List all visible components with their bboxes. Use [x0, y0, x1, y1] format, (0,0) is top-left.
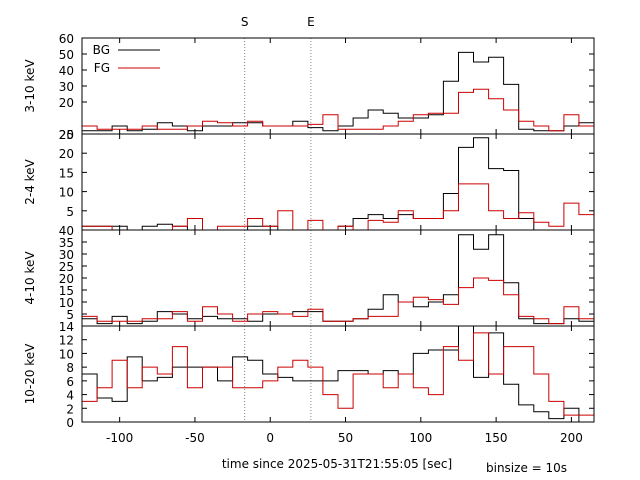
x-tick-label: 0	[266, 431, 274, 445]
x-axis: -100 -50 0 50 100 150 200	[106, 431, 583, 445]
y-tick-label: 50	[59, 48, 74, 62]
y-tick-label: 12	[59, 334, 74, 348]
series-fg	[82, 332, 594, 416]
x-tick-label: 50	[338, 431, 353, 445]
y-tick-label: 14	[59, 320, 74, 334]
y-tick-label: 20	[59, 272, 74, 286]
y-tick-label: 8	[66, 361, 74, 375]
y-tick-label: 35	[59, 236, 74, 250]
y-tick-label: 4	[66, 389, 74, 403]
x-tick-label: -100	[106, 431, 133, 445]
y-tick-label: 20	[59, 128, 74, 142]
y-tick-label: 40	[59, 224, 74, 238]
y-tick-label: 2	[66, 402, 74, 416]
x-axis-label: time since 2025-05-31T21:55:05 [sec]	[222, 457, 452, 471]
y-tick-label: 10	[59, 186, 74, 200]
series-bg	[82, 51, 594, 132]
marker-label: E	[307, 15, 315, 29]
y-tick-label: 5	[66, 308, 74, 322]
y-tick-label: 25	[59, 260, 74, 274]
series-fg	[82, 277, 594, 325]
panel-frame	[81, 325, 595, 423]
binsize-note: binsize = 10s	[486, 461, 567, 475]
y-tick-label: 60	[59, 32, 74, 46]
series-bg	[82, 137, 594, 231]
panel-frame	[81, 133, 595, 231]
x-tick-label: 150	[485, 431, 508, 445]
y-axis-label: 2-4 keV	[23, 158, 37, 204]
y-tick-label: 0	[66, 416, 74, 430]
y-tick-label: 15	[59, 284, 74, 298]
y-tick-label: 10	[59, 347, 74, 361]
y-tick-label: 40	[59, 64, 74, 78]
x-tick-label: 100	[409, 431, 432, 445]
y-tick-label: 5	[66, 205, 74, 219]
y-axis-label: 10-20 keV	[23, 343, 37, 405]
x-tick-label: -50	[185, 431, 205, 445]
panel-1: 20 30 40 50 60 20 3-10 keV BG FG	[23, 32, 595, 142]
y-tick-label: 30	[59, 80, 74, 94]
series-bg	[82, 325, 594, 423]
y-tick-label: 30	[59, 248, 74, 262]
legend-label: BG	[93, 43, 110, 57]
legend-label: FG	[94, 61, 110, 75]
series-bg	[82, 234, 594, 325]
y-tick-label: 6	[66, 375, 74, 389]
y-axis-label: 4-10 keV	[23, 251, 37, 305]
series-fg	[82, 183, 594, 231]
series-fg	[82, 88, 594, 132]
marker-label: S	[241, 15, 249, 29]
y-axis-label: 3-10 keV	[23, 59, 37, 113]
y-tick-label: 20	[59, 147, 74, 161]
x-tick-label: 200	[560, 431, 583, 445]
y-tick-label: 15	[59, 166, 74, 180]
y-tick-label: 25	[59, 128, 74, 142]
y-tick-label: 10	[59, 296, 74, 310]
y-tick-label: 20	[59, 96, 74, 110]
